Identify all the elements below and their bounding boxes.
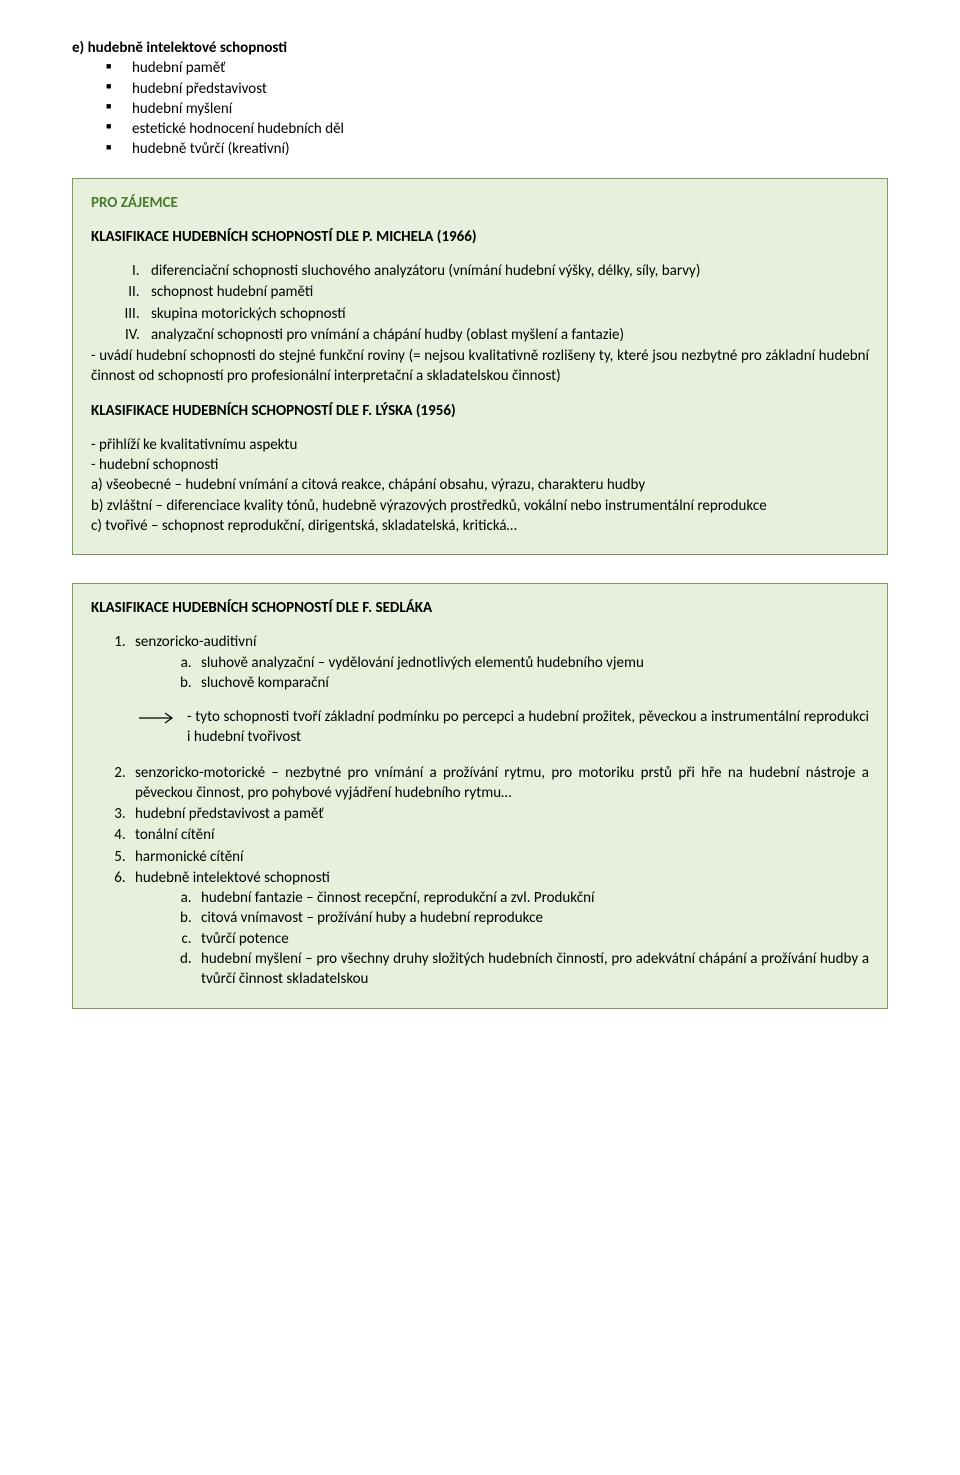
list-item: hudební myšlení [132,99,888,119]
numbered-list: senzoricko-auditivní sluhově analyzační … [91,632,869,989]
list-item: hudební představivost [132,79,888,99]
list-item: estetické hodnocení hudebních děl [132,119,888,139]
list-item: skupina motorických schopností [143,304,869,324]
list-item: senzoricko-auditivní sluhově analyzační … [129,632,869,761]
list-item: hudební představivost a paměť [129,804,869,824]
list-item: harmonické cítění [129,847,869,867]
item-text: senzoricko-auditivní [135,633,256,651]
alpha-list: sluhově analyzační – vydělování jednotli… [135,653,869,694]
info-box-michel-lysek: PRO ZÁJEMCE KLASIFIKACE HUDEBNÍCH SCHOPN… [72,178,888,556]
list-item: hudební myšlení – pro všechny druhy slož… [195,949,869,990]
list-item: sluhově analyzační – vydělování jednotli… [195,653,869,673]
text-line: - hudební schopnosti [91,455,869,475]
text-line: a) všeobecné – hudební vnímání a citová … [91,475,869,495]
list-item: hudební fantazie – činnost recepční, rep… [195,888,869,908]
box1-title-michel: KLASIFIKACE HUDEBNÍCH SCHOPNOSTÍ DLE P. … [91,227,869,247]
note-text: - tyto schopnosti tvoří základní podmínk… [187,708,869,746]
text-line: b) zvláštní – diferenciace kvality tónů,… [91,496,869,516]
section-e-list: hudební paměť hudební představivost hude… [72,58,888,159]
arrow-right-icon [139,712,177,724]
list-item: tvůrčí potence [195,929,869,949]
arrow-note: - tyto schopnosti tvoří základní podmínk… [187,707,869,748]
list-item: hudební paměť [132,58,888,78]
info-box-sedlak: KLASIFIKACE HUDEBNÍCH SCHOPNOSTÍ DLE F. … [72,583,888,1009]
list-item: hudebně tvůrčí (kreativní) [132,139,888,159]
pro-zajemce-label: PRO ZÁJEMCE [91,193,869,213]
box2-title: KLASIFIKACE HUDEBNÍCH SCHOPNOSTÍ DLE F. … [91,598,869,618]
list-item: citová vnímavost – prožívání huby a hude… [195,908,869,928]
section-e-heading: e) hudebně intelektové schopnosti [72,38,888,58]
list-item: hudebně intelektové schopnosti hudební f… [129,868,869,990]
list-item: tonální cítění [129,825,869,845]
list-item: senzoricko-motorické – nezbytné pro vním… [129,763,869,804]
text-line: c) tvořivé – schopnost reprodukční, diri… [91,516,869,536]
list-item: schopnost hudební paměti [143,282,869,302]
list-item: sluchově komparační [195,673,869,693]
box1-paragraph: - uvádí hudební schopnosti do stejné fun… [91,346,869,387]
list-item: diferenciační schopnosti sluchového anal… [143,261,869,281]
roman-list: diferenciační schopnosti sluchového anal… [91,261,869,345]
item-text: hudebně intelektové schopnosti [135,869,330,887]
box1-title-lysek: KLASIFIKACE HUDEBNÍCH SCHOPNOSTÍ DLE F. … [91,401,869,421]
alpha-list: hudební fantazie – činnost recepční, rep… [135,888,869,989]
list-item: analyzační schopnosti pro vnímání a cháp… [143,325,869,345]
text-line: - přihlíží ke kvalitativnímu aspektu [91,435,869,455]
